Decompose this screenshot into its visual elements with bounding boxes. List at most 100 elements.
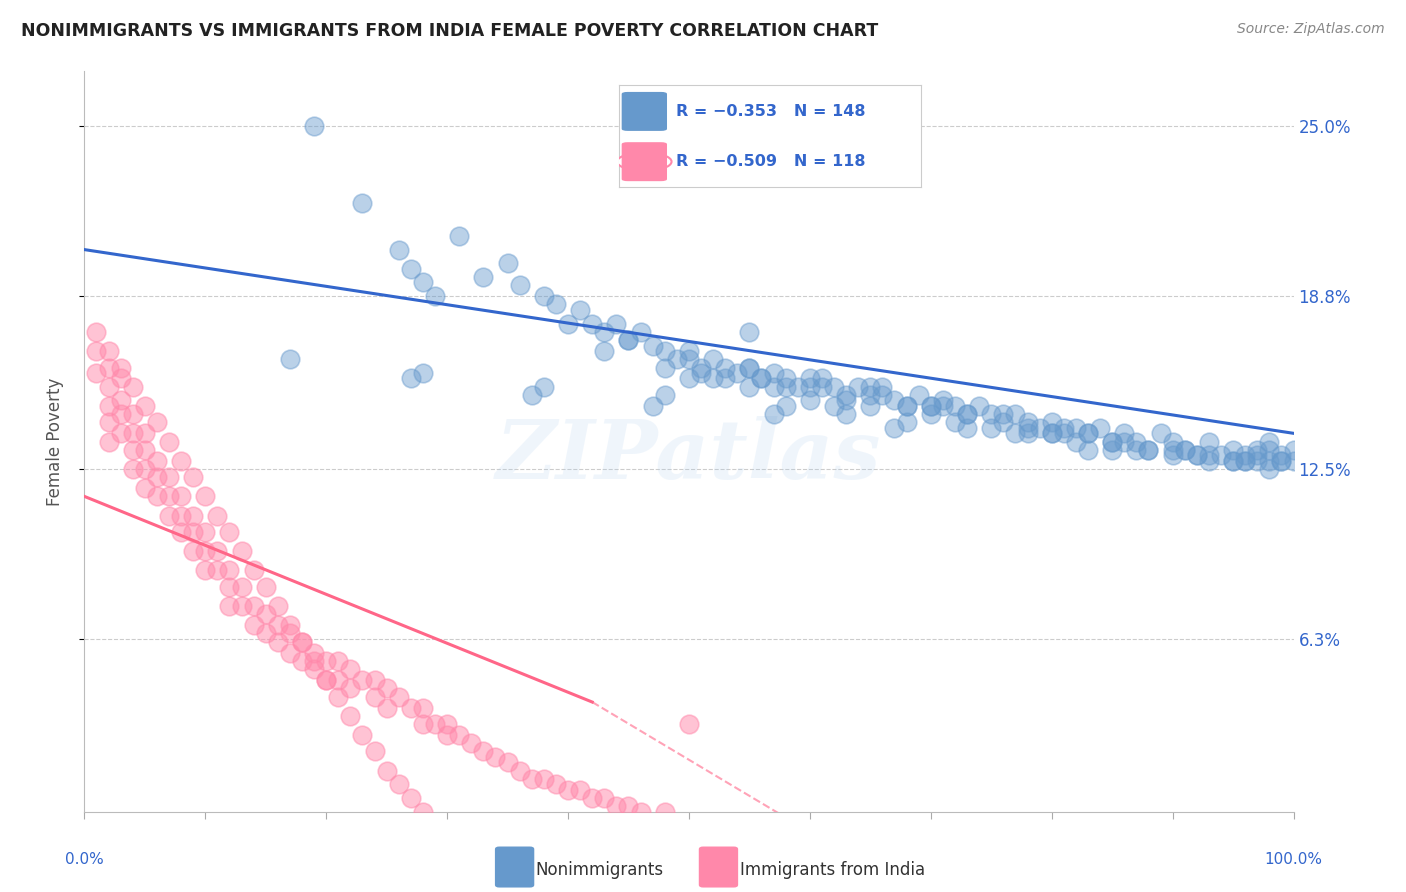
Point — [1246, 448, 1268, 462]
Point — [544, 777, 567, 791]
Point — [835, 407, 858, 421]
Point — [218, 524, 240, 539]
Text: R = −0.509   N = 118: R = −0.509 N = 118 — [676, 154, 866, 169]
Point — [738, 360, 761, 375]
Point — [1258, 434, 1281, 449]
Point — [181, 544, 204, 558]
Point — [1064, 421, 1087, 435]
Point — [423, 717, 446, 731]
Point — [254, 580, 277, 594]
Point — [412, 276, 434, 290]
Point — [97, 360, 120, 375]
Point — [97, 434, 120, 449]
Point — [775, 371, 797, 385]
Point — [1064, 434, 1087, 449]
Point — [496, 756, 519, 770]
Point — [412, 700, 434, 714]
Point — [496, 256, 519, 270]
Point — [399, 371, 422, 385]
Point — [1004, 407, 1026, 421]
Point — [811, 380, 834, 394]
Point — [254, 607, 277, 622]
Point — [920, 399, 942, 413]
Point — [460, 736, 482, 750]
Point — [278, 352, 301, 367]
Point — [569, 302, 592, 317]
Point — [1088, 421, 1111, 435]
Point — [412, 717, 434, 731]
Point — [835, 388, 858, 402]
Point — [932, 393, 955, 408]
Point — [170, 489, 193, 503]
Point — [617, 333, 640, 347]
Point — [1270, 448, 1292, 462]
Point — [218, 599, 240, 613]
Point — [121, 426, 143, 441]
Point — [702, 371, 724, 385]
Point — [932, 399, 955, 413]
Point — [1198, 448, 1220, 462]
Text: R = −0.353   N = 148: R = −0.353 N = 148 — [676, 103, 866, 119]
Point — [859, 388, 882, 402]
Point — [315, 673, 337, 687]
Point — [1246, 454, 1268, 468]
Point — [399, 700, 422, 714]
Point — [654, 388, 676, 402]
Point — [557, 317, 579, 331]
Point — [97, 344, 120, 359]
Point — [690, 366, 713, 380]
Point — [980, 421, 1002, 435]
Point — [484, 750, 506, 764]
Point — [110, 393, 132, 408]
Point — [943, 415, 966, 429]
Point — [375, 681, 398, 696]
Point — [593, 325, 616, 339]
Point — [134, 462, 156, 476]
Point — [738, 325, 761, 339]
Point — [630, 325, 652, 339]
Point — [1234, 454, 1257, 468]
Point — [1234, 454, 1257, 468]
Point — [110, 371, 132, 385]
Point — [823, 380, 845, 394]
Point — [1017, 426, 1039, 441]
Point — [388, 777, 411, 791]
Point — [811, 371, 834, 385]
Point — [557, 782, 579, 797]
Point — [509, 278, 531, 293]
Point — [157, 434, 180, 449]
Point — [1040, 426, 1063, 441]
Point — [218, 580, 240, 594]
Point — [449, 228, 471, 243]
Point — [134, 426, 156, 441]
Point — [339, 681, 361, 696]
Point — [725, 366, 748, 380]
Point — [412, 805, 434, 819]
Point — [520, 388, 543, 402]
Point — [181, 470, 204, 484]
Point — [678, 344, 700, 359]
Point — [134, 442, 156, 457]
Point — [134, 481, 156, 495]
Point — [86, 325, 108, 339]
Point — [146, 470, 169, 484]
Point — [1209, 448, 1232, 462]
Point — [194, 489, 217, 503]
Point — [1222, 442, 1244, 457]
Point — [328, 654, 350, 668]
Point — [799, 393, 821, 408]
Point — [1017, 415, 1039, 429]
Point — [86, 366, 108, 380]
Point — [1137, 442, 1160, 457]
Point — [956, 421, 979, 435]
Point — [388, 690, 411, 704]
Point — [181, 508, 204, 523]
Point — [605, 317, 627, 331]
Point — [363, 673, 385, 687]
Point — [399, 261, 422, 276]
Point — [121, 407, 143, 421]
Point — [375, 700, 398, 714]
Point — [1125, 434, 1147, 449]
Point — [1017, 421, 1039, 435]
Point — [399, 791, 422, 805]
